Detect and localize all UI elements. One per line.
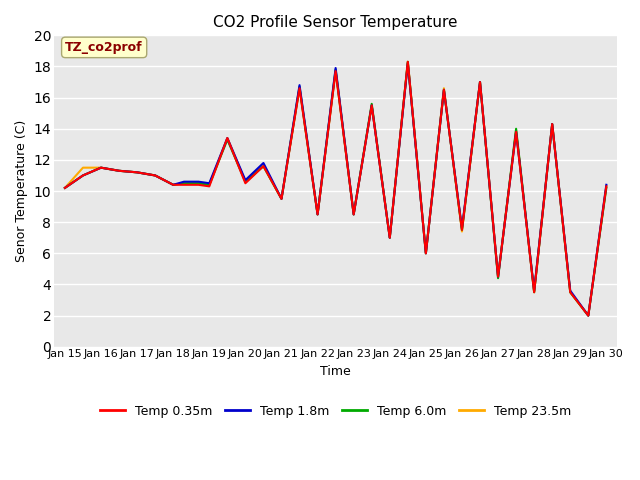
Legend: Temp 0.35m, Temp 1.8m, Temp 6.0m, Temp 23.5m: Temp 0.35m, Temp 1.8m, Temp 6.0m, Temp 2… <box>95 400 576 423</box>
Text: TZ_co2prof: TZ_co2prof <box>65 41 143 54</box>
Title: CO2 Profile Sensor Temperature: CO2 Profile Sensor Temperature <box>213 15 458 30</box>
X-axis label: Time: Time <box>320 365 351 378</box>
Y-axis label: Senor Temperature (C): Senor Temperature (C) <box>15 120 28 262</box>
